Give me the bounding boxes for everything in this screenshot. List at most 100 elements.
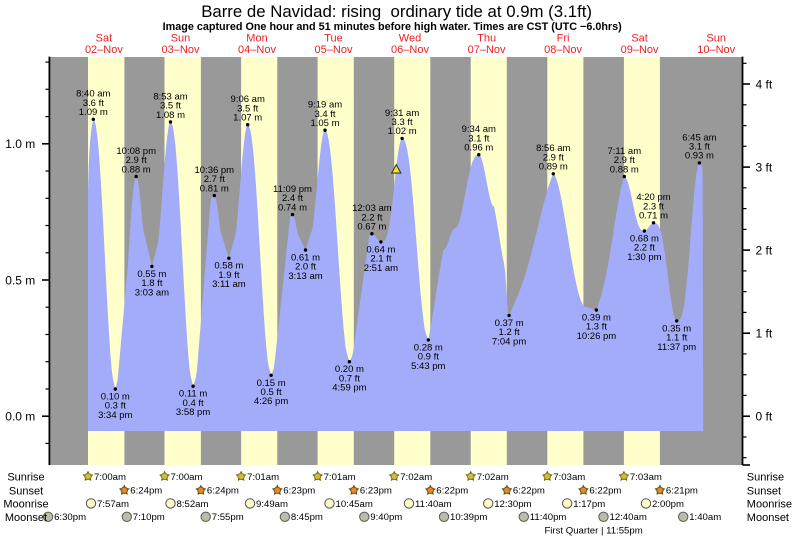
svg-text:2.0 ft: 2.0 ft bbox=[295, 262, 316, 273]
svg-text:1.07 m: 1.07 m bbox=[233, 113, 262, 124]
svg-text:0.37 m: 0.37 m bbox=[495, 318, 524, 329]
svg-text:Sat: Sat bbox=[631, 32, 648, 44]
svg-text:10:39pm: 10:39pm bbox=[450, 512, 487, 523]
svg-text:10:26 pm: 10:26 pm bbox=[577, 331, 617, 342]
svg-text:6:22pm: 6:22pm bbox=[513, 486, 545, 497]
svg-text:0.96 m: 0.96 m bbox=[464, 143, 493, 154]
svg-text:1 ft: 1 ft bbox=[756, 327, 773, 341]
svg-text:2.2 ft: 2.2 ft bbox=[361, 212, 382, 223]
svg-text:2.3 ft: 2.3 ft bbox=[643, 201, 664, 212]
svg-text:0.55 m: 0.55 m bbox=[137, 269, 166, 280]
svg-text:4 ft: 4 ft bbox=[756, 77, 773, 91]
svg-text:0.3 ft: 0.3 ft bbox=[105, 401, 126, 412]
svg-text:Sunrise: Sunrise bbox=[7, 471, 44, 483]
svg-text:3.4 ft: 3.4 ft bbox=[314, 109, 335, 120]
svg-text:6:24pm: 6:24pm bbox=[130, 486, 162, 497]
svg-text:1.2 ft: 1.2 ft bbox=[499, 327, 520, 338]
svg-text:0.89 m: 0.89 m bbox=[539, 162, 568, 173]
svg-text:Barre de Navidad: rising ordi: Barre de Navidad: rising ordinary tide a… bbox=[201, 2, 592, 21]
svg-text:0.15 m: 0.15 m bbox=[257, 378, 286, 389]
svg-text:0.68 m: 0.68 m bbox=[630, 234, 659, 245]
svg-text:Sunset: Sunset bbox=[9, 485, 43, 497]
svg-text:2.4 ft: 2.4 ft bbox=[282, 193, 303, 204]
svg-text:0.4 ft: 0.4 ft bbox=[183, 398, 204, 409]
svg-text:3 ft: 3 ft bbox=[756, 160, 773, 174]
svg-text:0.58 m: 0.58 m bbox=[214, 261, 243, 272]
svg-text:1.9 ft: 1.9 ft bbox=[218, 270, 239, 281]
svg-text:02–Nov: 02–Nov bbox=[85, 44, 123, 56]
svg-text:7:01am: 7:01am bbox=[247, 472, 279, 483]
svg-text:1:17pm: 1:17pm bbox=[573, 499, 605, 510]
svg-text:Moonset: Moonset bbox=[747, 512, 789, 524]
svg-text:Sunrise: Sunrise bbox=[747, 471, 784, 483]
svg-text:0.35 m: 0.35 m bbox=[662, 323, 691, 334]
svg-text:3.1 ft: 3.1 ft bbox=[468, 133, 489, 144]
svg-text:4:26 pm: 4:26 pm bbox=[254, 396, 288, 407]
svg-text:05–Nov: 05–Nov bbox=[315, 44, 353, 56]
svg-text:04–Nov: 04–Nov bbox=[238, 44, 276, 56]
svg-text:9:34 am: 9:34 am bbox=[462, 124, 496, 135]
svg-text:2:51 am: 2:51 am bbox=[364, 263, 398, 274]
svg-text:6:22pm: 6:22pm bbox=[589, 486, 621, 497]
svg-text:Sat: Sat bbox=[96, 32, 113, 44]
svg-text:0.28 m: 0.28 m bbox=[414, 342, 443, 353]
svg-text:3.1 ft: 3.1 ft bbox=[689, 142, 710, 153]
svg-text:8:53 am: 8:53 am bbox=[153, 91, 187, 102]
svg-text:0.10 m: 0.10 m bbox=[101, 392, 130, 403]
svg-text:11:09 pm: 11:09 pm bbox=[273, 184, 312, 195]
svg-text:9:06 am: 9:06 am bbox=[231, 94, 265, 105]
svg-text:8:56 am: 8:56 am bbox=[536, 143, 570, 154]
svg-text:0.88 m: 0.88 m bbox=[610, 164, 639, 175]
svg-text:Sunset: Sunset bbox=[747, 485, 781, 497]
svg-text:0.93 m: 0.93 m bbox=[685, 151, 714, 162]
svg-text:Sun: Sun bbox=[171, 32, 191, 44]
svg-text:0.61 m: 0.61 m bbox=[291, 253, 320, 264]
svg-text:7:00am: 7:00am bbox=[94, 472, 126, 483]
svg-text:1:40am: 1:40am bbox=[689, 512, 721, 523]
svg-text:3:03 am: 3:03 am bbox=[135, 287, 169, 298]
svg-text:0.81 m: 0.81 m bbox=[200, 183, 229, 194]
svg-text:08–Nov: 08–Nov bbox=[544, 44, 582, 56]
svg-text:Image captured One hour and 51: Image captured One hour and 51 minutes b… bbox=[163, 21, 622, 33]
svg-text:0.74 m: 0.74 m bbox=[278, 202, 307, 213]
svg-text:03–Nov: 03–Nov bbox=[162, 44, 200, 56]
svg-text:8:52am: 8:52am bbox=[177, 499, 209, 510]
svg-text:06–Nov: 06–Nov bbox=[391, 44, 429, 56]
svg-text:6:23pm: 6:23pm bbox=[360, 486, 392, 497]
svg-text:8:45pm: 8:45pm bbox=[291, 512, 323, 523]
svg-text:4:20 pm: 4:20 pm bbox=[636, 192, 670, 203]
svg-text:3:11 am: 3:11 am bbox=[212, 279, 246, 290]
svg-text:09–Nov: 09–Nov bbox=[621, 44, 659, 56]
svg-text:6:22pm: 6:22pm bbox=[436, 486, 468, 497]
svg-text:7:01am: 7:01am bbox=[324, 472, 356, 483]
svg-text:2:00pm: 2:00pm bbox=[652, 499, 684, 510]
svg-text:0.71 m: 0.71 m bbox=[639, 211, 668, 222]
svg-text:3:34 pm: 3:34 pm bbox=[98, 410, 132, 421]
svg-text:6:24pm: 6:24pm bbox=[207, 486, 239, 497]
svg-text:2.7 ft: 2.7 ft bbox=[204, 174, 225, 185]
svg-text:0.67 m: 0.67 m bbox=[357, 222, 386, 233]
svg-text:0.0 m: 0.0 m bbox=[5, 410, 35, 424]
svg-text:12:03 am: 12:03 am bbox=[352, 203, 392, 214]
svg-text:3:58 pm: 3:58 pm bbox=[176, 407, 210, 418]
svg-text:7:11 am: 7:11 am bbox=[607, 146, 641, 157]
svg-text:11:37 pm: 11:37 pm bbox=[657, 342, 696, 353]
svg-text:11:40pm: 11:40pm bbox=[530, 512, 567, 523]
svg-text:Wed: Wed bbox=[399, 32, 421, 44]
svg-text:3.5 ft: 3.5 ft bbox=[237, 103, 258, 114]
svg-text:7:04 pm: 7:04 pm bbox=[492, 336, 526, 347]
svg-text:2.1 ft: 2.1 ft bbox=[370, 254, 391, 265]
svg-text:Sun: Sun bbox=[706, 32, 726, 44]
svg-text:3.5 ft: 3.5 ft bbox=[160, 101, 181, 112]
svg-text:10:45am: 10:45am bbox=[336, 499, 373, 510]
svg-text:0.5 m: 0.5 m bbox=[5, 273, 35, 287]
svg-text:0.7 ft: 0.7 ft bbox=[339, 373, 360, 384]
svg-text:2.2 ft: 2.2 ft bbox=[634, 243, 655, 254]
svg-text:0.9 ft: 0.9 ft bbox=[418, 352, 439, 363]
svg-text:1.8 ft: 1.8 ft bbox=[141, 278, 162, 289]
svg-text:2 ft: 2 ft bbox=[756, 243, 773, 257]
svg-text:6:45 am: 6:45 am bbox=[682, 132, 716, 143]
svg-text:First Quarter | 11:55pm: First Quarter | 11:55pm bbox=[544, 525, 642, 536]
svg-text:12:40am: 12:40am bbox=[610, 512, 647, 523]
svg-text:7:03am: 7:03am bbox=[553, 472, 585, 483]
